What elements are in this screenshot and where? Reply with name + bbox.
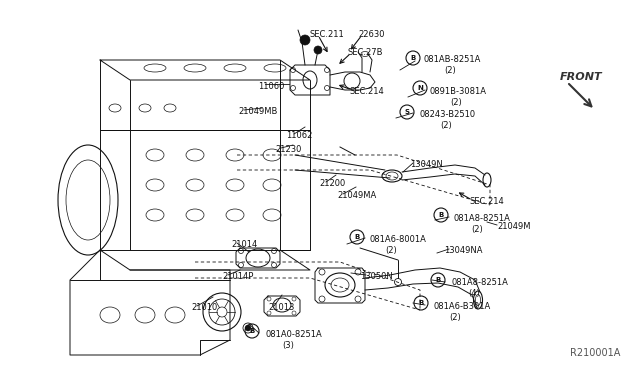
Text: B: B [419, 300, 424, 306]
Text: 081A6-B301A: 081A6-B301A [433, 302, 490, 311]
Text: FRONT: FRONT [560, 72, 603, 82]
Text: 08243-B2510: 08243-B2510 [419, 110, 475, 119]
Text: (2): (2) [444, 66, 456, 75]
Text: SEC.214: SEC.214 [349, 87, 384, 96]
Text: (2): (2) [449, 313, 461, 322]
Text: SEC.214: SEC.214 [469, 197, 504, 206]
Text: 13050N: 13050N [360, 272, 393, 281]
Text: 21049MA: 21049MA [337, 191, 376, 200]
Text: 21049MB: 21049MB [238, 107, 277, 116]
Text: 21014: 21014 [231, 240, 257, 249]
Text: SEC.211: SEC.211 [310, 30, 345, 39]
Text: 0891B-3081A: 0891B-3081A [430, 87, 487, 96]
Text: 081A6-8001A: 081A6-8001A [370, 235, 427, 244]
Text: N: N [417, 85, 423, 91]
Text: R210001A: R210001A [570, 348, 620, 358]
Text: B: B [435, 277, 440, 283]
Text: (3): (3) [282, 341, 294, 350]
Text: 21230: 21230 [275, 145, 301, 154]
Text: 081A0-8251A: 081A0-8251A [265, 330, 322, 339]
Text: (2): (2) [450, 98, 461, 107]
Text: 21049M: 21049M [497, 222, 531, 231]
Text: SEC.27B: SEC.27B [348, 48, 383, 57]
Text: B: B [355, 234, 360, 240]
Text: (2): (2) [440, 121, 452, 130]
Text: 22630: 22630 [358, 30, 385, 39]
Text: 21014P: 21014P [222, 272, 253, 281]
Text: B: B [250, 328, 255, 334]
Text: 21010: 21010 [191, 303, 217, 312]
Text: S: S [404, 109, 410, 115]
Text: 081A8-8251A: 081A8-8251A [453, 214, 510, 223]
Text: (2): (2) [471, 225, 483, 234]
Text: B: B [438, 212, 444, 218]
Circle shape [245, 325, 251, 331]
Text: 081A8-8251A: 081A8-8251A [451, 278, 508, 287]
Text: 081AB-8251A: 081AB-8251A [424, 55, 481, 64]
Text: 21200: 21200 [319, 179, 345, 188]
Text: B: B [410, 55, 415, 61]
Text: 11062: 11062 [286, 131, 312, 140]
Text: 11060: 11060 [258, 82, 284, 91]
Text: 13049N: 13049N [410, 160, 443, 169]
Text: (4): (4) [468, 289, 480, 298]
Text: 13049NA: 13049NA [444, 246, 483, 255]
Text: 21013: 21013 [268, 303, 294, 312]
Text: (2): (2) [385, 246, 397, 255]
Circle shape [314, 46, 322, 54]
Circle shape [300, 35, 310, 45]
